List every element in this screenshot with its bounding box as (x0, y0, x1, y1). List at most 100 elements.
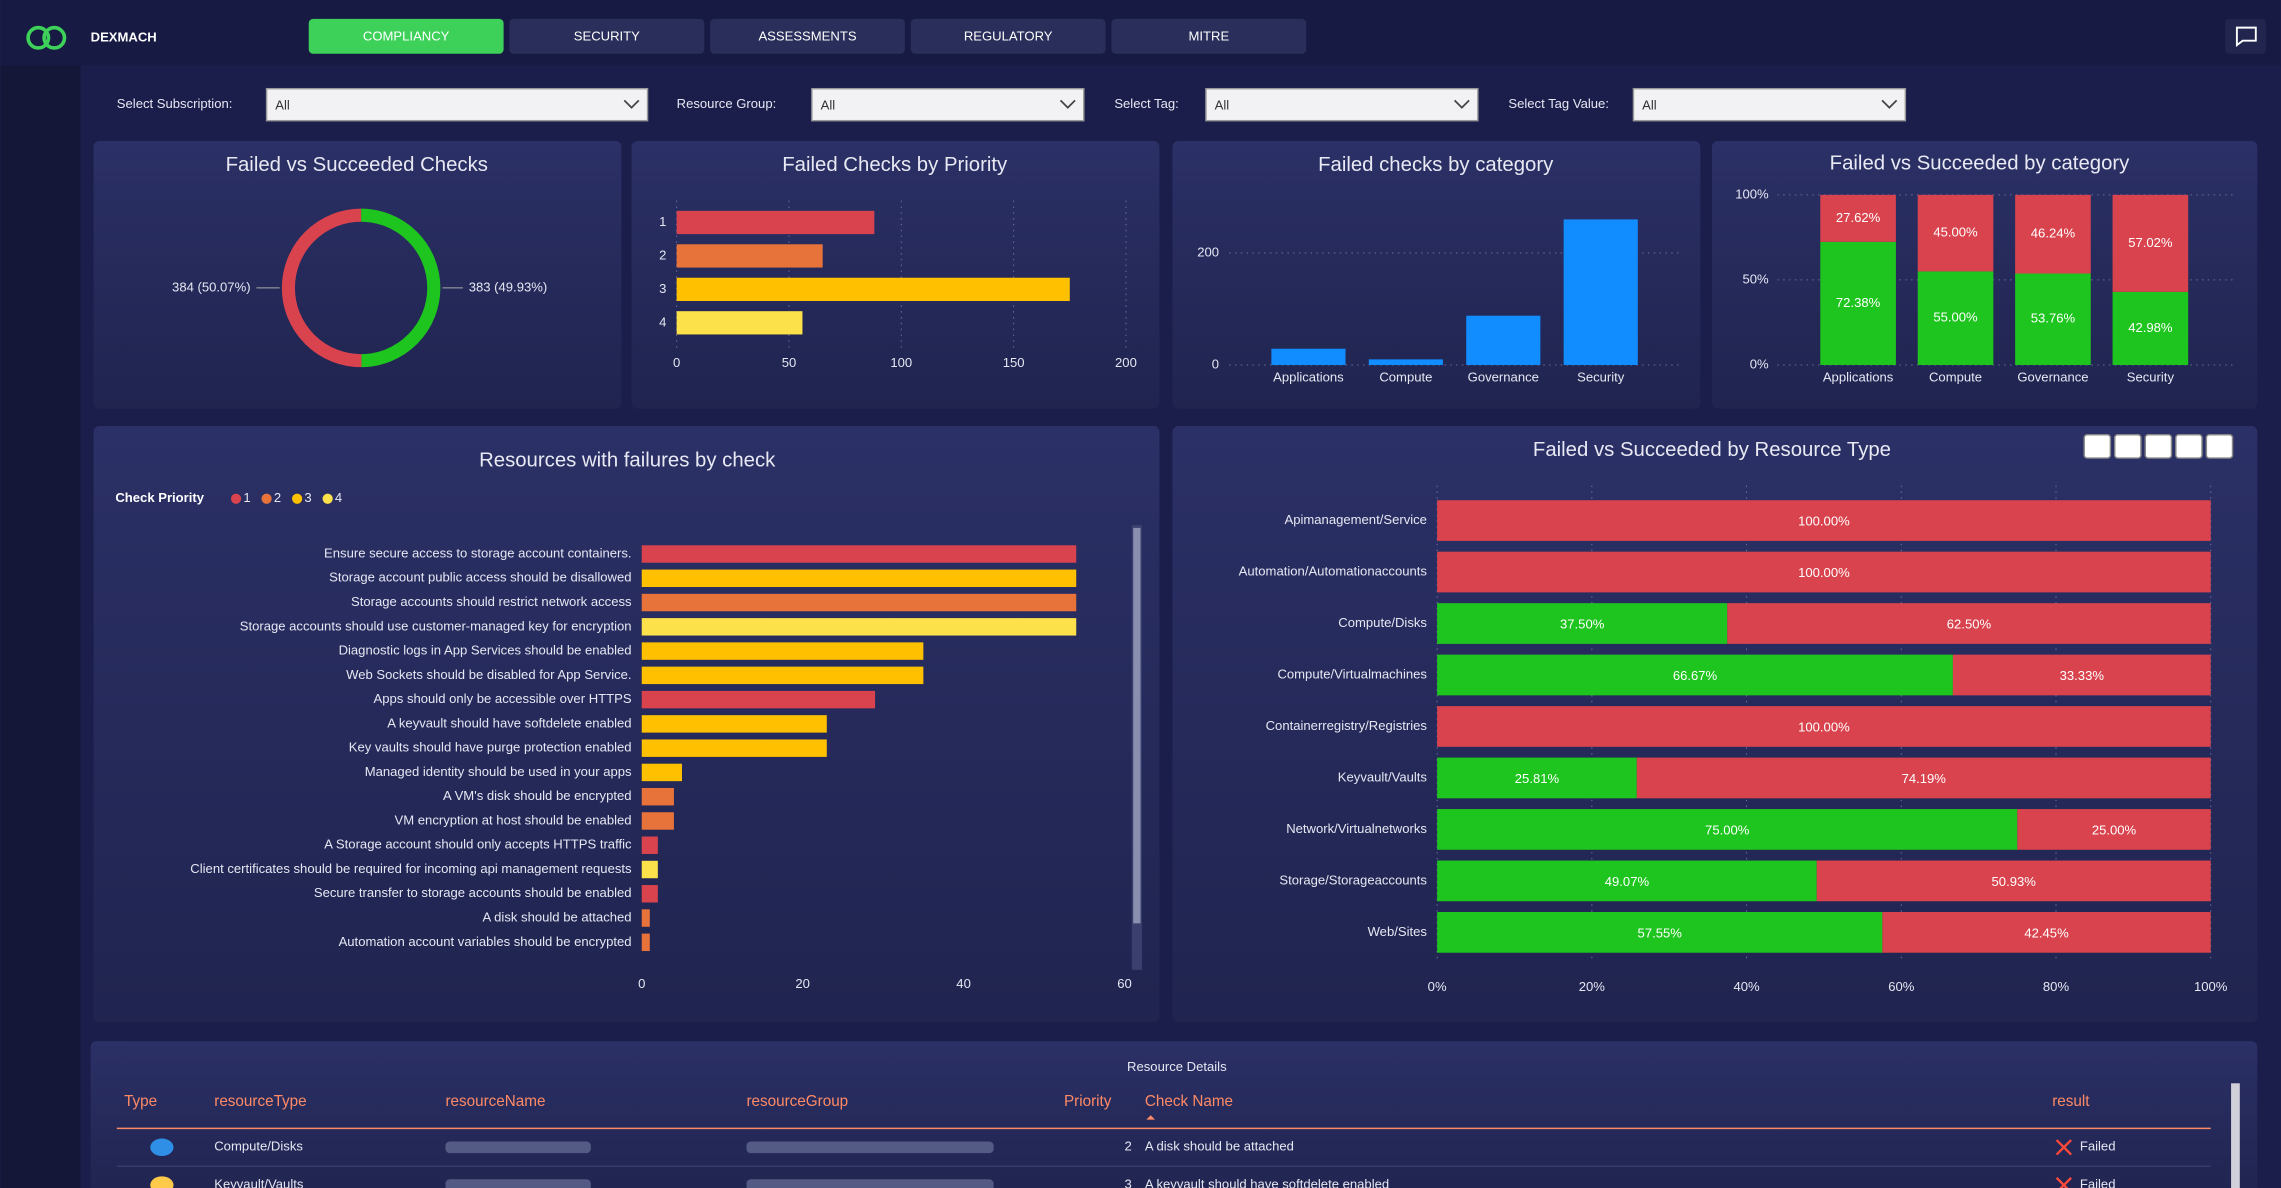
pin-button[interactable] (2083, 434, 2112, 459)
bar (641, 618, 1077, 636)
y-tick-label: Web/Sites (1368, 924, 1428, 939)
legend-title: Check Priority (115, 490, 204, 505)
y-tick-label: Storage account public access should be … (329, 570, 631, 585)
y-tick-label: Storage accounts should use customer-man… (240, 618, 632, 633)
bar (641, 933, 650, 952)
x-tick-label: 0 (638, 976, 645, 991)
y-tick-label: 200 (1197, 244, 1219, 259)
scroll-thumb[interactable] (1133, 527, 1141, 924)
x-tick-label: Applications (1823, 370, 1894, 385)
bar (641, 860, 658, 879)
x-tick-label: 200 (1115, 355, 1137, 370)
table-cell: 2 (1124, 1139, 1131, 1154)
legend-swatch (292, 493, 303, 504)
nav-tab[interactable] (509, 18, 705, 54)
chart-title: Failed vs Succeeded Checks (226, 154, 488, 176)
table-cell: A keyvault should have softdelete enable… (1145, 1177, 1389, 1188)
y-tick-label: 4 (659, 314, 666, 329)
table-cell: Keyvault/Vaults (214, 1177, 304, 1188)
y-tick-label: 100% (1735, 186, 1769, 201)
table-cell: A disk should be attached (1145, 1139, 1294, 1154)
bar-segment (1437, 757, 1637, 799)
data-label: 33.33% (2060, 668, 2105, 683)
chart-title: Failed checks by category (1318, 154, 1554, 176)
logo-icon (26, 25, 67, 50)
column-header: resourceType (214, 1093, 306, 1110)
nav-tab[interactable] (910, 18, 1106, 54)
data-label: 50.93% (1992, 874, 2037, 889)
bar-segment (1820, 194, 1896, 242)
y-tick-label: Client certificates should be required f… (190, 861, 632, 876)
bar (641, 715, 827, 733)
fail-icon (2055, 1139, 2072, 1156)
y-tick-label: A disk should be attached (483, 909, 632, 924)
donut-segment (282, 208, 362, 368)
data-label: 384 (50.07%) (172, 279, 251, 294)
bar (676, 277, 1070, 301)
table-scrollbar[interactable] (2231, 1083, 2240, 1188)
panel (93, 141, 622, 409)
x-tick-label: 20 (795, 976, 810, 991)
copy-button[interactable] (2114, 434, 2142, 459)
x-tick-label: 60 (1117, 976, 1132, 991)
bar (641, 690, 876, 709)
table-cell: 3 (1124, 1177, 1131, 1188)
y-tick-label: Diagnostic logs in App Services should b… (339, 643, 632, 658)
y-tick-label: 0% (1750, 356, 1769, 371)
filter-button[interactable] (2144, 434, 2173, 459)
data-label: 45.00% (1933, 225, 1978, 240)
y-tick-label: 50% (1742, 271, 1769, 286)
bar (641, 642, 924, 660)
chat-button[interactable] (2225, 18, 2266, 54)
data-label: 100.00% (1798, 719, 1850, 734)
bar-segment (2015, 273, 2091, 365)
side-strip (0, 65, 81, 1188)
dropdown[interactable] (1205, 87, 1479, 122)
legend-swatch (322, 493, 333, 504)
legend-swatch (261, 493, 272, 504)
x-tick-label: 100% (2194, 979, 2228, 994)
nav-tab-label: REGULATORY (964, 29, 1053, 44)
panel (631, 141, 1160, 409)
y-tick-label: Containerregistry/Registries (1266, 718, 1428, 733)
bar-segment (1917, 271, 1994, 365)
dropdown-value: All (1215, 98, 1230, 113)
donut-segment (361, 208, 441, 368)
bar (641, 593, 1077, 612)
y-tick-label: A VM's disk should be encrypted (443, 788, 632, 803)
y-tick-label: Storage accounts should restrict network… (351, 594, 632, 609)
dropdown[interactable] (265, 87, 649, 122)
nav-tab[interactable] (1111, 18, 1307, 54)
data-label: 57.55% (1638, 925, 1683, 940)
column-header: Priority (1064, 1093, 1112, 1110)
nav-tab[interactable] (710, 18, 905, 54)
nav-tab-label: SECURITY (574, 29, 640, 44)
bar (641, 836, 658, 854)
x-tick-label: Security (1577, 370, 1625, 385)
x-tick-label: 100 (890, 355, 912, 370)
bar (641, 739, 827, 757)
y-tick-label: Automation account variables should be e… (339, 934, 632, 949)
column-header: result (2052, 1093, 2090, 1110)
data-label: 383 (49.93%) (469, 279, 548, 294)
y-tick-label: 3 (659, 281, 666, 296)
data-label: 37.50% (1560, 616, 1605, 631)
dropdown[interactable] (811, 87, 1085, 122)
blurred-text (746, 1141, 994, 1154)
chart-title: Failed Checks by Priority (782, 154, 1008, 176)
more-button[interactable] (2205, 434, 2234, 459)
chart-title: Failed vs Succeeded by Resource Type (1533, 439, 1891, 461)
bar (641, 787, 674, 806)
sort-arrow (1146, 1115, 1156, 1120)
bar-segment (1882, 912, 2211, 953)
dropdown[interactable] (1632, 87, 1907, 122)
nav-tab[interactable] (308, 18, 504, 54)
focus-button[interactable] (2175, 434, 2203, 459)
x-tick-label: 0% (1428, 979, 1447, 994)
x-tick-label: 150 (1003, 355, 1025, 370)
data-label: 74.19% (1902, 771, 1947, 786)
y-tick-label: Compute/Virtualmachines (1277, 666, 1427, 681)
chart-title: Resources with failures by check (479, 449, 776, 471)
data-label: 53.76% (2031, 311, 2076, 326)
chat-icon (2235, 26, 2257, 47)
